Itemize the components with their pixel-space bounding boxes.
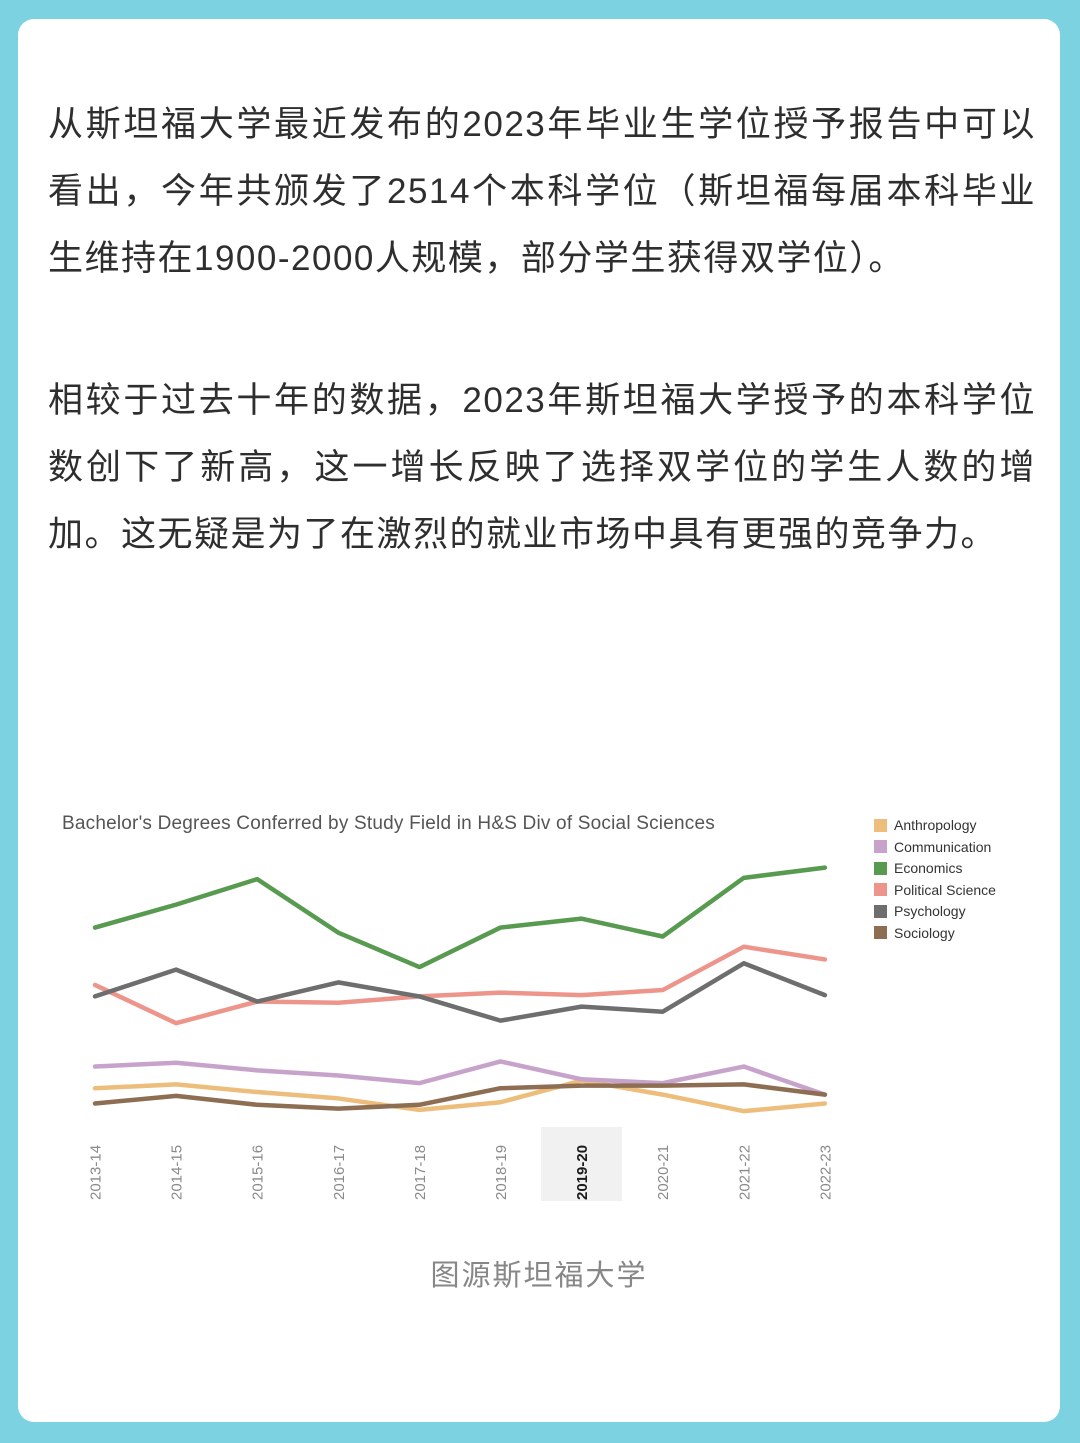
legend-swatch-psychology: [874, 904, 887, 918]
content-card: 从斯坦福大学最近发布的2023年毕业生学位授予报告中可以看出，今年共颁发了251…: [18, 19, 1060, 1422]
x-tick-label-2019-20: 2019-20: [574, 1145, 591, 1200]
x-tick-label-2013-14: 2013-14: [88, 1145, 105, 1200]
x-tick-label-2018-19: 2018-19: [493, 1145, 510, 1200]
legend-item-economics: Economics: [874, 860, 996, 876]
x-tick-label-2014-15: 2014-15: [169, 1145, 186, 1200]
legend-swatch-anthropology: [874, 818, 887, 832]
article-text: 从斯坦福大学最近发布的2023年毕业生学位授予报告中可以看出，今年共颁发了251…: [48, 91, 1036, 643]
legend-swatch-political-science: [874, 883, 887, 896]
chart-title: Bachelor's Degrees Conferred by Study Fi…: [62, 813, 715, 834]
series-line-communication: [92, 1059, 828, 1097]
legend-label-sociology: Sociology: [894, 924, 955, 941]
x-tick-label-2020-21: 2020-21: [655, 1145, 672, 1200]
legend-label-communication: Communication: [894, 838, 992, 855]
legend-item-sociology: Sociology: [874, 925, 996, 941]
legend-swatch-communication: [874, 840, 887, 853]
x-tick-label-2016-17: 2016-17: [331, 1145, 348, 1200]
series-line-anthropology: [92, 1078, 828, 1114]
x-tick-label-2015-16: 2015-16: [250, 1145, 267, 1200]
chart-figure: Bachelor's Degrees Conferred by Study Fi…: [18, 799, 1060, 1269]
legend-swatch-sociology: [874, 926, 887, 939]
image-source-caption: 图源斯坦福大学: [430, 1260, 648, 1292]
legend-item-psychology: Psychology: [874, 903, 996, 919]
series-line-political-science: [92, 944, 828, 1026]
legend-label-economics: Economics: [894, 860, 963, 876]
paragraph-degrees-report: 从斯坦福大学最近发布的2023年毕业生学位授予报告中可以看出，今年共颁发了251…: [48, 105, 1036, 278]
legend-label-political-science: Political Science: [894, 881, 996, 898]
paragraph-record-high: 相较于过去十年的数据，2023年斯坦福大学授予的本科学位数创下了新高，这一增长反…: [48, 381, 1036, 554]
legend-label-psychology: Psychology: [894, 903, 966, 919]
x-tick-label-2022-23: 2022-23: [817, 1145, 834, 1200]
legend-item-communication: Communication: [874, 839, 996, 855]
legend-label-anthropology: Anthropology: [894, 817, 977, 833]
series-line-sociology: [92, 1082, 828, 1111]
x-tick-label-2021-22: 2021-22: [736, 1145, 753, 1200]
legend-item-political-science: Political Science: [874, 882, 996, 898]
line-chart: 2013-14 2014-15 2015-16 2016-17 2017-18 2018-…: [88, 865, 834, 1201]
series-line-economics: [92, 865, 828, 970]
series-line-psychology: [92, 961, 828, 1023]
x-tick-highlight: [541, 1127, 623, 1201]
chart-legend: Anthropology Communication Economics Politi…: [874, 817, 996, 946]
legend-item-anthropology: Anthropology: [874, 817, 996, 833]
legend-swatch-economics: [874, 861, 887, 875]
x-tick-label-2017-18: 2017-18: [412, 1145, 429, 1200]
